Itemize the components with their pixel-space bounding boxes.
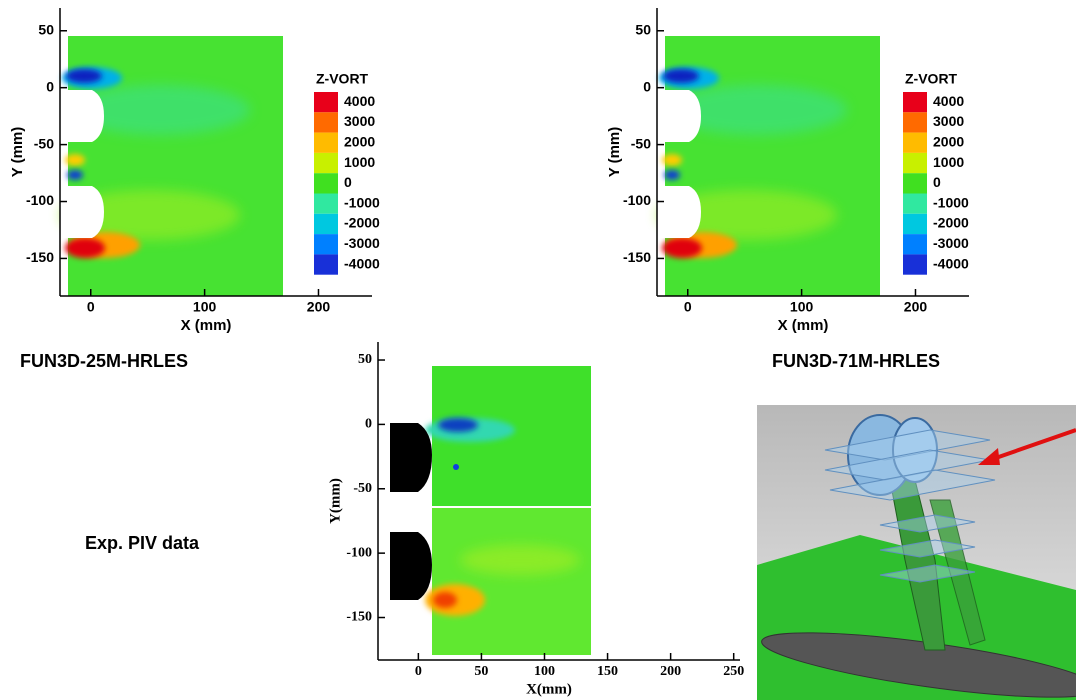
colorbar-label: 2000 xyxy=(344,133,375,149)
x-tick-label: 100 xyxy=(790,299,814,315)
colorbar-label: -3000 xyxy=(344,235,380,251)
colorbar-swatch xyxy=(903,173,927,194)
y-axis-label: Y (mm) xyxy=(9,127,26,178)
colorbar-swatch xyxy=(314,193,338,214)
colorbar-label: -1000 xyxy=(933,194,969,210)
render-3d xyxy=(757,405,1076,700)
y-tick-label: 0 xyxy=(365,417,372,432)
y-tick-label: -100 xyxy=(346,545,372,560)
colorbar-swatch xyxy=(903,92,927,113)
y-tick-label: -150 xyxy=(623,249,651,265)
x-tick-label: 250 xyxy=(723,664,744,679)
colorbar-swatch xyxy=(314,213,338,235)
colorbar-label: -4000 xyxy=(933,255,969,271)
colorbar-swatch xyxy=(314,112,338,133)
colorbar-swatch xyxy=(903,234,927,255)
colorbar-label: -1000 xyxy=(344,194,380,210)
x-tick-label: 100 xyxy=(534,664,555,679)
x-tick-label: 0 xyxy=(415,664,422,679)
colorbar-label: 0 xyxy=(933,174,941,190)
x-tick-label: 200 xyxy=(307,299,331,315)
x-axis-label: X (mm) xyxy=(181,317,232,334)
colorbar-swatch xyxy=(903,193,927,214)
y-tick-label: -100 xyxy=(623,192,651,208)
colorbar-label: -4000 xyxy=(344,255,380,271)
caption: FUN3D-25M-HRLES xyxy=(20,351,188,371)
y-tick-label: 50 xyxy=(38,21,54,37)
colorbar-swatch xyxy=(314,132,338,153)
colorbar-swatch xyxy=(314,92,338,113)
x-tick-label: 50 xyxy=(474,664,488,679)
x-axis-label: X(mm) xyxy=(526,681,572,697)
y-tick-label: 0 xyxy=(643,78,651,94)
colorbar-title: Z-VORT xyxy=(316,71,369,87)
colorbar-label: 2000 xyxy=(933,133,964,149)
x-tick-label: 200 xyxy=(904,299,928,315)
y-tick-label: -150 xyxy=(346,610,372,625)
colorbar-swatch xyxy=(903,213,927,235)
x-tick-label: 0 xyxy=(684,299,692,315)
y-tick-label: -50 xyxy=(353,481,372,496)
colorbar-label: 1000 xyxy=(933,154,964,170)
caption: FUN3D-71M-HRLES xyxy=(772,351,940,371)
colorbar-label: -2000 xyxy=(344,215,380,231)
colorbar-label: 1000 xyxy=(344,154,375,170)
colorbar-label: 3000 xyxy=(933,113,964,129)
x-tick-label: 0 xyxy=(87,299,95,315)
contour-field xyxy=(60,36,283,296)
colorbar-title: Z-VORT xyxy=(905,71,958,87)
colorbar-swatch xyxy=(314,234,338,255)
y-tick-label: 50 xyxy=(635,21,651,37)
colorbar-swatch xyxy=(314,254,338,275)
y-tick-label: 0 xyxy=(46,78,54,94)
colorbar-label: 4000 xyxy=(344,93,375,109)
piv-field xyxy=(390,366,591,655)
colorbar-label: 0 xyxy=(344,174,352,190)
colorbar-swatch xyxy=(314,152,338,174)
y-tick-label: -50 xyxy=(34,135,54,151)
y-axis-label: Y(mm) xyxy=(327,478,343,524)
colorbar-swatch xyxy=(903,112,927,133)
x-tick-label: 150 xyxy=(597,664,618,679)
colorbar-swatch xyxy=(903,132,927,153)
colorbar-swatch xyxy=(903,254,927,275)
y-axis-label: Y (mm) xyxy=(606,127,623,178)
colorbar-swatch xyxy=(314,173,338,194)
caption: Exp. PIV data xyxy=(85,533,200,553)
x-axis-label: X (mm) xyxy=(778,317,829,334)
y-tick-label: -150 xyxy=(26,249,54,265)
y-tick-label: -50 xyxy=(631,135,651,151)
contour-field xyxy=(657,36,880,296)
x-tick-label: 200 xyxy=(660,664,681,679)
colorbar-label: 4000 xyxy=(933,93,964,109)
y-tick-label: 50 xyxy=(358,352,372,367)
x-tick-label: 100 xyxy=(193,299,217,315)
y-tick-label: -100 xyxy=(26,192,54,208)
colorbar-label: -3000 xyxy=(933,235,969,251)
colorbar-label: -2000 xyxy=(933,215,969,231)
colorbar-swatch xyxy=(903,152,927,174)
colorbar-label: 3000 xyxy=(344,113,375,129)
